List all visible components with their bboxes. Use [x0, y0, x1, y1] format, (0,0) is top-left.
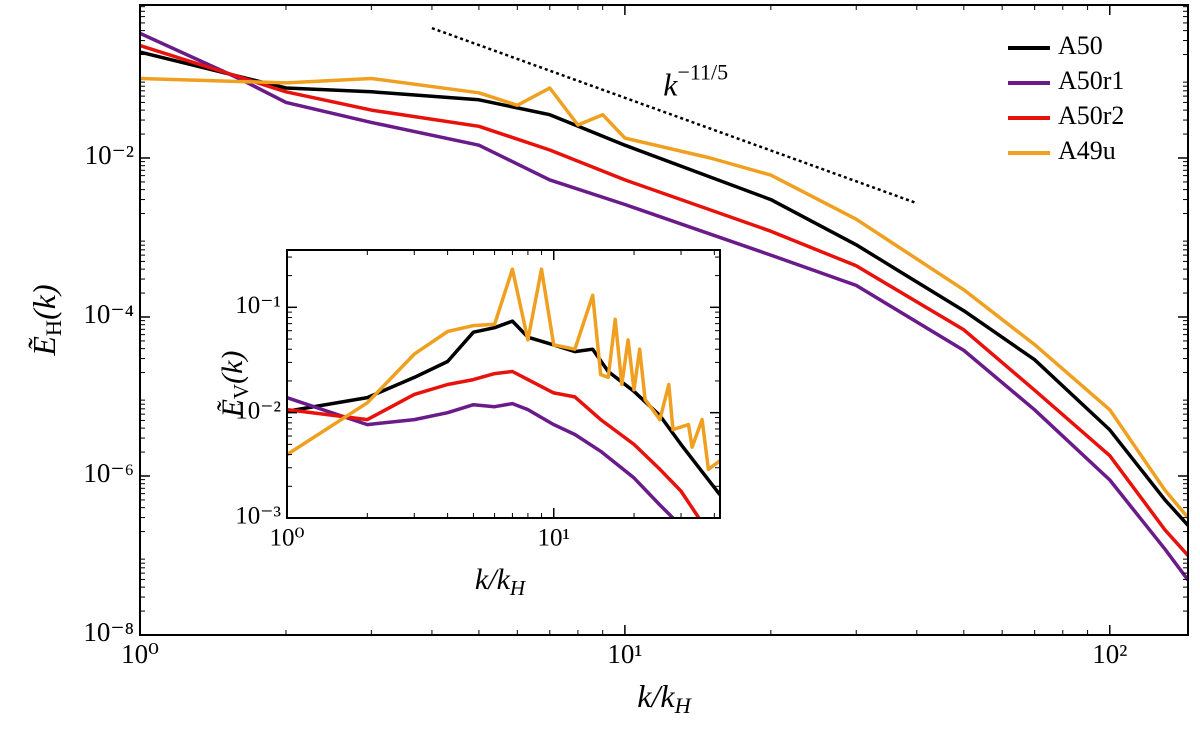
legend-label: A50 — [1058, 31, 1103, 60]
y-tick-label: 10⁻² — [235, 397, 281, 424]
legend-label: A50r2 — [1058, 101, 1124, 130]
y-tick-label: 10⁻² — [85, 140, 134, 170]
legend-label: A49u — [1058, 136, 1116, 165]
plot-lines — [140, 26, 1188, 582]
series-line — [140, 43, 1188, 557]
series-line — [140, 31, 1188, 582]
x-label-main: k/k — [637, 678, 675, 714]
series-line — [140, 50, 1188, 527]
plot-frame — [139, 4, 1189, 636]
series-line — [287, 395, 675, 518]
x-label-sub: H — [674, 693, 693, 718]
x-tick-label: 10¹ — [607, 639, 642, 669]
y-label-main: Ẽ — [26, 336, 62, 357]
series-line — [140, 76, 1188, 519]
x-label-sub: H — [509, 576, 527, 600]
y-tick-label: 10⁻⁸ — [83, 617, 134, 647]
annotation-superscript: −11/5 — [677, 59, 728, 84]
series-line — [287, 267, 720, 472]
y-axis-label: ẼV(k) — [216, 351, 253, 419]
x-tick-label: 10² — [1092, 639, 1127, 669]
x-tick-label: 10¹ — [537, 525, 570, 552]
x-tick-label: 10⁰ — [269, 525, 304, 552]
x-axis-label: k/kH — [637, 678, 692, 718]
y-tick-label: 10⁻⁴ — [83, 299, 134, 329]
legend-label: A50r1 — [1058, 66, 1124, 95]
y-label-tail: (k) — [216, 351, 249, 384]
y-tick-label: 10⁻⁶ — [83, 458, 134, 488]
y-label-tail: (k) — [26, 284, 62, 320]
series-line — [287, 369, 701, 518]
annotation-text: k — [663, 67, 678, 103]
reference-line — [431, 26, 918, 205]
annotation: k−11/5 — [663, 59, 728, 102]
y-tick-label: 10⁻³ — [235, 503, 281, 530]
y-axis-label: ẼH(k) — [26, 284, 66, 356]
x-label-main: k/k — [475, 563, 511, 596]
y-tick-label: 10⁻¹ — [235, 292, 281, 319]
x-axis-label: k/kH — [475, 563, 527, 600]
plot-frame — [286, 249, 721, 519]
plot-lines — [287, 267, 720, 518]
y-label-main: Ẽ — [216, 399, 249, 418]
y-label-sub: H — [41, 320, 66, 336]
x-tick-label: 10⁰ — [121, 639, 159, 669]
plot-background — [287, 250, 720, 518]
y-label-sub: V — [229, 384, 253, 399]
